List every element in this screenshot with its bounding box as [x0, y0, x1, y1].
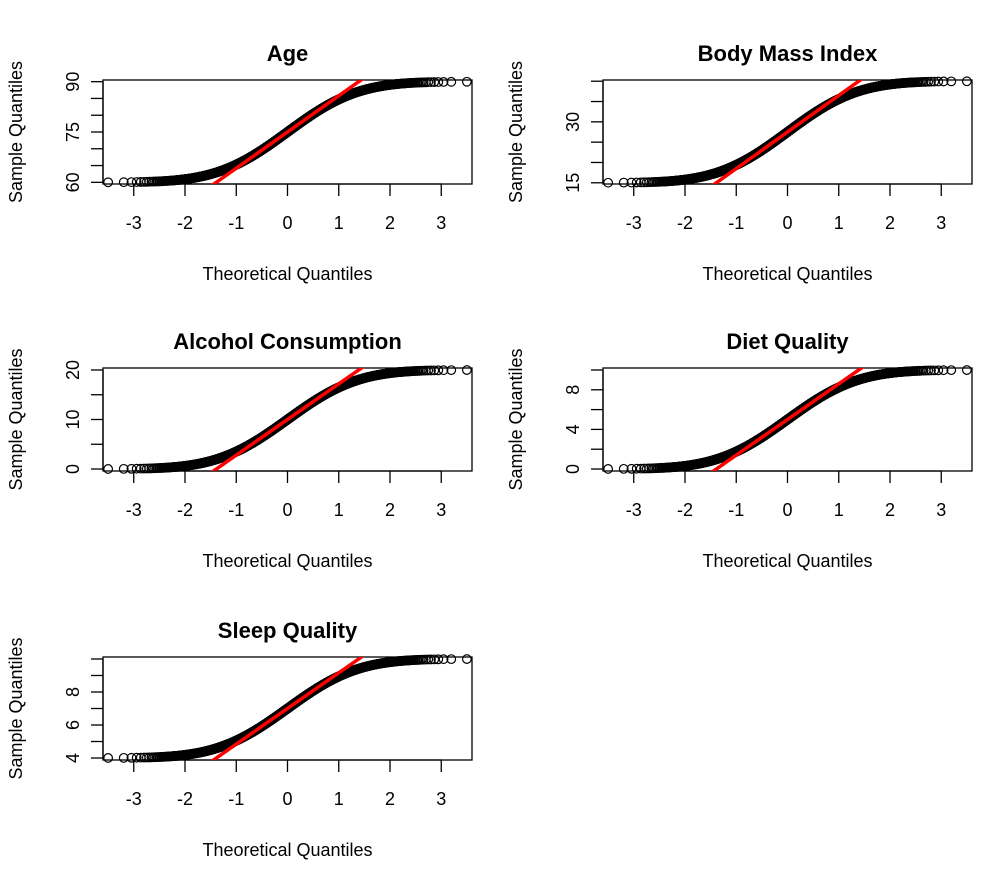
x-tick-label: -2	[177, 500, 193, 520]
y-tick-label: 20	[63, 360, 83, 380]
x-tick-label: 0	[782, 213, 792, 233]
x-tick-label: 3	[936, 213, 946, 233]
x-axis-label: Theoretical Quantiles	[202, 264, 372, 284]
x-axis-label: Theoretical Quantiles	[702, 264, 872, 284]
sample-point	[103, 464, 114, 474]
x-tick-label: -1	[228, 213, 244, 233]
y-axis-label: Sample Quantiles	[506, 61, 526, 203]
x-tick-label: -3	[126, 213, 142, 233]
x-tick-label: -3	[626, 213, 642, 233]
x-tick-label: 3	[436, 213, 446, 233]
y-tick-label: 90	[63, 72, 83, 92]
x-tick-label: -2	[177, 213, 193, 233]
x-tick-label: 1	[334, 213, 344, 233]
y-tick-label: 0	[63, 464, 83, 474]
y-tick-label: 10	[63, 409, 83, 429]
sample-point	[603, 177, 614, 188]
sample-point	[961, 76, 972, 87]
x-tick-label: -3	[126, 500, 142, 520]
panel-title: Alcohol Consumption	[173, 329, 402, 354]
x-tick-label: 1	[334, 500, 344, 520]
x-tick-label: -1	[228, 500, 244, 520]
sample-point	[103, 177, 114, 188]
y-axis-label: Sample Quantiles	[6, 348, 26, 490]
x-tick-label: 3	[436, 500, 446, 520]
x-tick-label: 2	[385, 500, 395, 520]
x-tick-label: 2	[885, 213, 895, 233]
y-tick-label: 60	[63, 172, 83, 192]
x-tick-label: -1	[728, 213, 744, 233]
sample-point	[126, 177, 137, 187]
panel-title: Age	[267, 41, 309, 66]
sample-point	[131, 177, 142, 187]
y-tick-label: 15	[563, 173, 583, 193]
x-tick-label: 2	[385, 213, 395, 233]
panel-title: Body Mass Index	[698, 41, 878, 66]
qq-panel-3: Alcohol Consumption Theoretical Quantiles…	[6, 329, 473, 571]
x-axis-label: Theoretical Quantiles	[202, 551, 372, 571]
qq-panel-1: Age Theoretical Quantiles Sample Quantiles…	[6, 41, 473, 284]
x-tick-label: 0	[282, 500, 292, 520]
y-tick-label: 75	[63, 122, 83, 142]
x-tick-label: -2	[677, 213, 693, 233]
sample-point	[461, 76, 472, 87]
sample-point	[139, 176, 149, 187]
qq-panel-2: Body Mass Index Theoretical Quantiles Samp…	[506, 41, 973, 284]
sample-point	[118, 177, 129, 188]
x-tick-label: 1	[834, 213, 844, 233]
x-tick-label: 0	[282, 213, 292, 233]
y-tick-label: 30	[563, 112, 583, 132]
y-axis-label: Sample Quantiles	[6, 61, 26, 203]
